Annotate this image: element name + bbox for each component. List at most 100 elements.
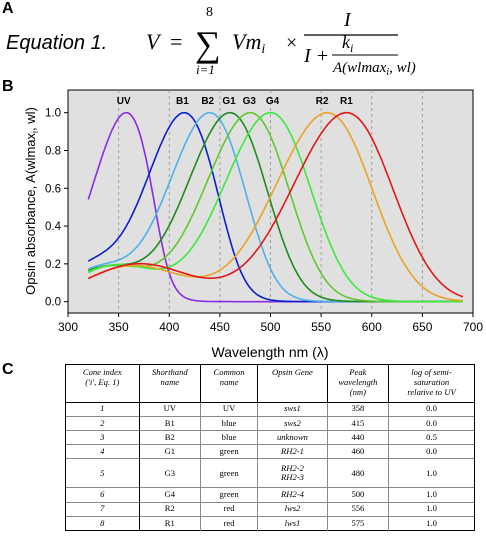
y-tick-label-1: 0.2 <box>45 259 61 271</box>
peak-label-g4: G4 <box>266 96 280 107</box>
log-semi-saturation-cell: 1.0 <box>388 502 475 517</box>
cone-index-cell: 8 <box>65 516 140 531</box>
opsin-gene-cell: sws1 <box>257 402 328 417</box>
peak-wavelength-cell: 480 <box>326 458 389 488</box>
shorthand-name-cell: UV <box>138 402 201 417</box>
log-semi-saturation-cell: 1.0 <box>388 458 475 488</box>
table-row: 8 R1 red lws1 575 1.0 <box>65 516 475 531</box>
opsin-gene-cell: sws2 <box>257 416 328 431</box>
sum-lower: i=1 <box>196 62 215 77</box>
log-semi-saturation-cell: 1.0 <box>388 516 475 531</box>
log-semi-saturation-cell: 0.0 <box>388 402 475 417</box>
x-tick-label-700: 700 <box>463 320 483 334</box>
series-g4 <box>87 111 463 303</box>
equation-equals: = <box>170 29 182 54</box>
times-sign: × <box>286 32 297 54</box>
absorbance-chart: UV B1 B2 G1 G3 G4 R2 R1 300 350 400 450 500 550 600 65… <box>23 89 483 360</box>
peak-label-r1: R1 <box>340 96 353 107</box>
y-tick-label-3: 0.6 <box>45 183 61 195</box>
cone-index-cell: 2 <box>65 416 140 431</box>
common-name-cell: green <box>199 444 258 459</box>
numerator: I <box>343 9 352 31</box>
series-r2 <box>88 111 463 302</box>
common-name-cell: green <box>199 487 258 503</box>
peak-labels: UV B1 B2 G1 G3 G4 R2 R1 <box>117 96 354 107</box>
panel-label-a: A <box>2 0 14 17</box>
peak-wavelength-cell: 500 <box>326 487 389 503</box>
a-func-tail: , wl) <box>389 60 416 76</box>
x-tick-label-500: 500 <box>260 320 280 334</box>
table-row: 6 G4 green RH2-4 500 1.0 <box>65 487 475 503</box>
shorthand-name-cell: R2 <box>138 502 201 517</box>
peak-label-r2: R2 <box>316 96 329 107</box>
x-tick-label-400: 400 <box>159 320 179 334</box>
opsin-gene-cell: RH2-2 RH2-3 <box>257 458 328 488</box>
x-tick-label-350: 350 <box>109 320 129 334</box>
peak-label-uv: UV <box>117 96 131 107</box>
series-r1 <box>88 111 464 298</box>
x-tick-label-300: 300 <box>58 320 78 334</box>
k-text: k <box>342 32 351 52</box>
log-semi-saturation-cell: 0.0 <box>388 416 475 431</box>
a-func: A(wlmaxi, wl) <box>332 60 416 78</box>
y-axis: 0.0 0.2 0.4 0.6 0.8 1.0 <box>45 108 68 309</box>
shorthand-name-cell: B2 <box>138 430 201 445</box>
header-cell-1: Shorthand name <box>138 364 201 403</box>
header-cell-3: Opsin Gene <box>257 364 328 403</box>
vm-sub: i <box>261 42 265 57</box>
y-tick-label-2: 0.4 <box>45 221 62 233</box>
shorthand-name-cell: B1 <box>138 416 201 431</box>
cone-index-cell: 1 <box>65 402 140 417</box>
header-cell-2: Common name <box>199 364 258 403</box>
sum-symbol: ∑ <box>195 24 221 64</box>
cone-index-cell: 7 <box>65 502 140 517</box>
denominator-prefix: I + <box>303 45 329 67</box>
x-tick-label-600: 600 <box>362 320 382 334</box>
panel-label-b: B <box>2 78 14 95</box>
equation-label: Equation 1. <box>6 32 107 54</box>
peak-wavelength-cell: 358 <box>326 402 389 417</box>
log-semi-saturation-cell: 0.5 <box>388 430 475 445</box>
opsin-gene-cell: lws1 <box>257 516 328 531</box>
x-axis: 300 350 400 450 500 550 600 650 700 <box>58 313 483 334</box>
peak-label-g1: G1 <box>222 96 236 107</box>
peak-label-b2: B2 <box>201 96 214 107</box>
peak-label-g3: G3 <box>243 96 257 107</box>
y-axis-label-tail: , wl) <box>23 107 38 131</box>
peak-wavelength-cell: 556 <box>326 502 389 517</box>
opsin-gene-cell: RH2-4 <box>257 487 328 503</box>
peak-wavelength-cell: 575 <box>326 516 389 531</box>
equation-lhs: V <box>146 29 162 54</box>
shorthand-name-cell: G3 <box>138 458 201 488</box>
table-row: 1 UV UV sws1 358 0.0 <box>65 402 475 417</box>
table-header-row: Cone index ('i', Eq. 1) Shorthand name Commo… <box>65 364 475 403</box>
y-tick-label-5: 1.0 <box>45 108 61 120</box>
common-name-cell: blue <box>199 430 258 445</box>
equation-1: Equation 1. V = ∑ 8 i=1 Vmi × I I + ki A… <box>6 5 416 78</box>
a-func-sub: i <box>386 67 389 78</box>
y-axis-label-main: Opsin absorbance, A(wlmax <box>23 132 38 294</box>
k-term: ki <box>342 32 353 55</box>
table-row: 4 G1 green RH2-1 460 0.0 <box>65 444 475 459</box>
shorthand-name-cell: G1 <box>138 444 201 459</box>
log-semi-saturation-cell: 0.0 <box>388 444 475 459</box>
table-body: 1 UV UV sws1 358 0.0 2 B1 blue sws2 415 0.0 3 B2 blue u… <box>65 402 475 531</box>
opsin-gene-cell: RH2-1 <box>257 444 328 459</box>
x-tick-label-450: 450 <box>210 320 230 334</box>
cone-index-cell: 6 <box>65 487 140 503</box>
header-cell-0: Cone index ('i', Eq. 1) <box>65 364 140 403</box>
peak-wavelength-cell: 460 <box>326 444 389 459</box>
cone-table: Cone index ('i', Eq. 1) Shorthand name Commo… <box>65 364 475 531</box>
common-name-cell: UV <box>199 402 258 417</box>
common-name-cell: blue <box>199 416 258 431</box>
opsin-gene-cell: lws2 <box>257 502 328 517</box>
common-name-cell: red <box>199 516 258 531</box>
opsin-gene-cell: unknown <box>257 430 328 445</box>
common-name-cell: green <box>199 458 258 488</box>
x-axis-label: Wavelength nm (λ) <box>212 344 329 360</box>
y-axis-label-sub: i <box>30 131 40 133</box>
vm-term: Vmi <box>232 29 265 57</box>
peak-label-b1: B1 <box>176 96 189 107</box>
k-sub: i <box>350 41 353 55</box>
table-row: 3 B2 blue unknown 440 0.5 <box>65 430 475 445</box>
